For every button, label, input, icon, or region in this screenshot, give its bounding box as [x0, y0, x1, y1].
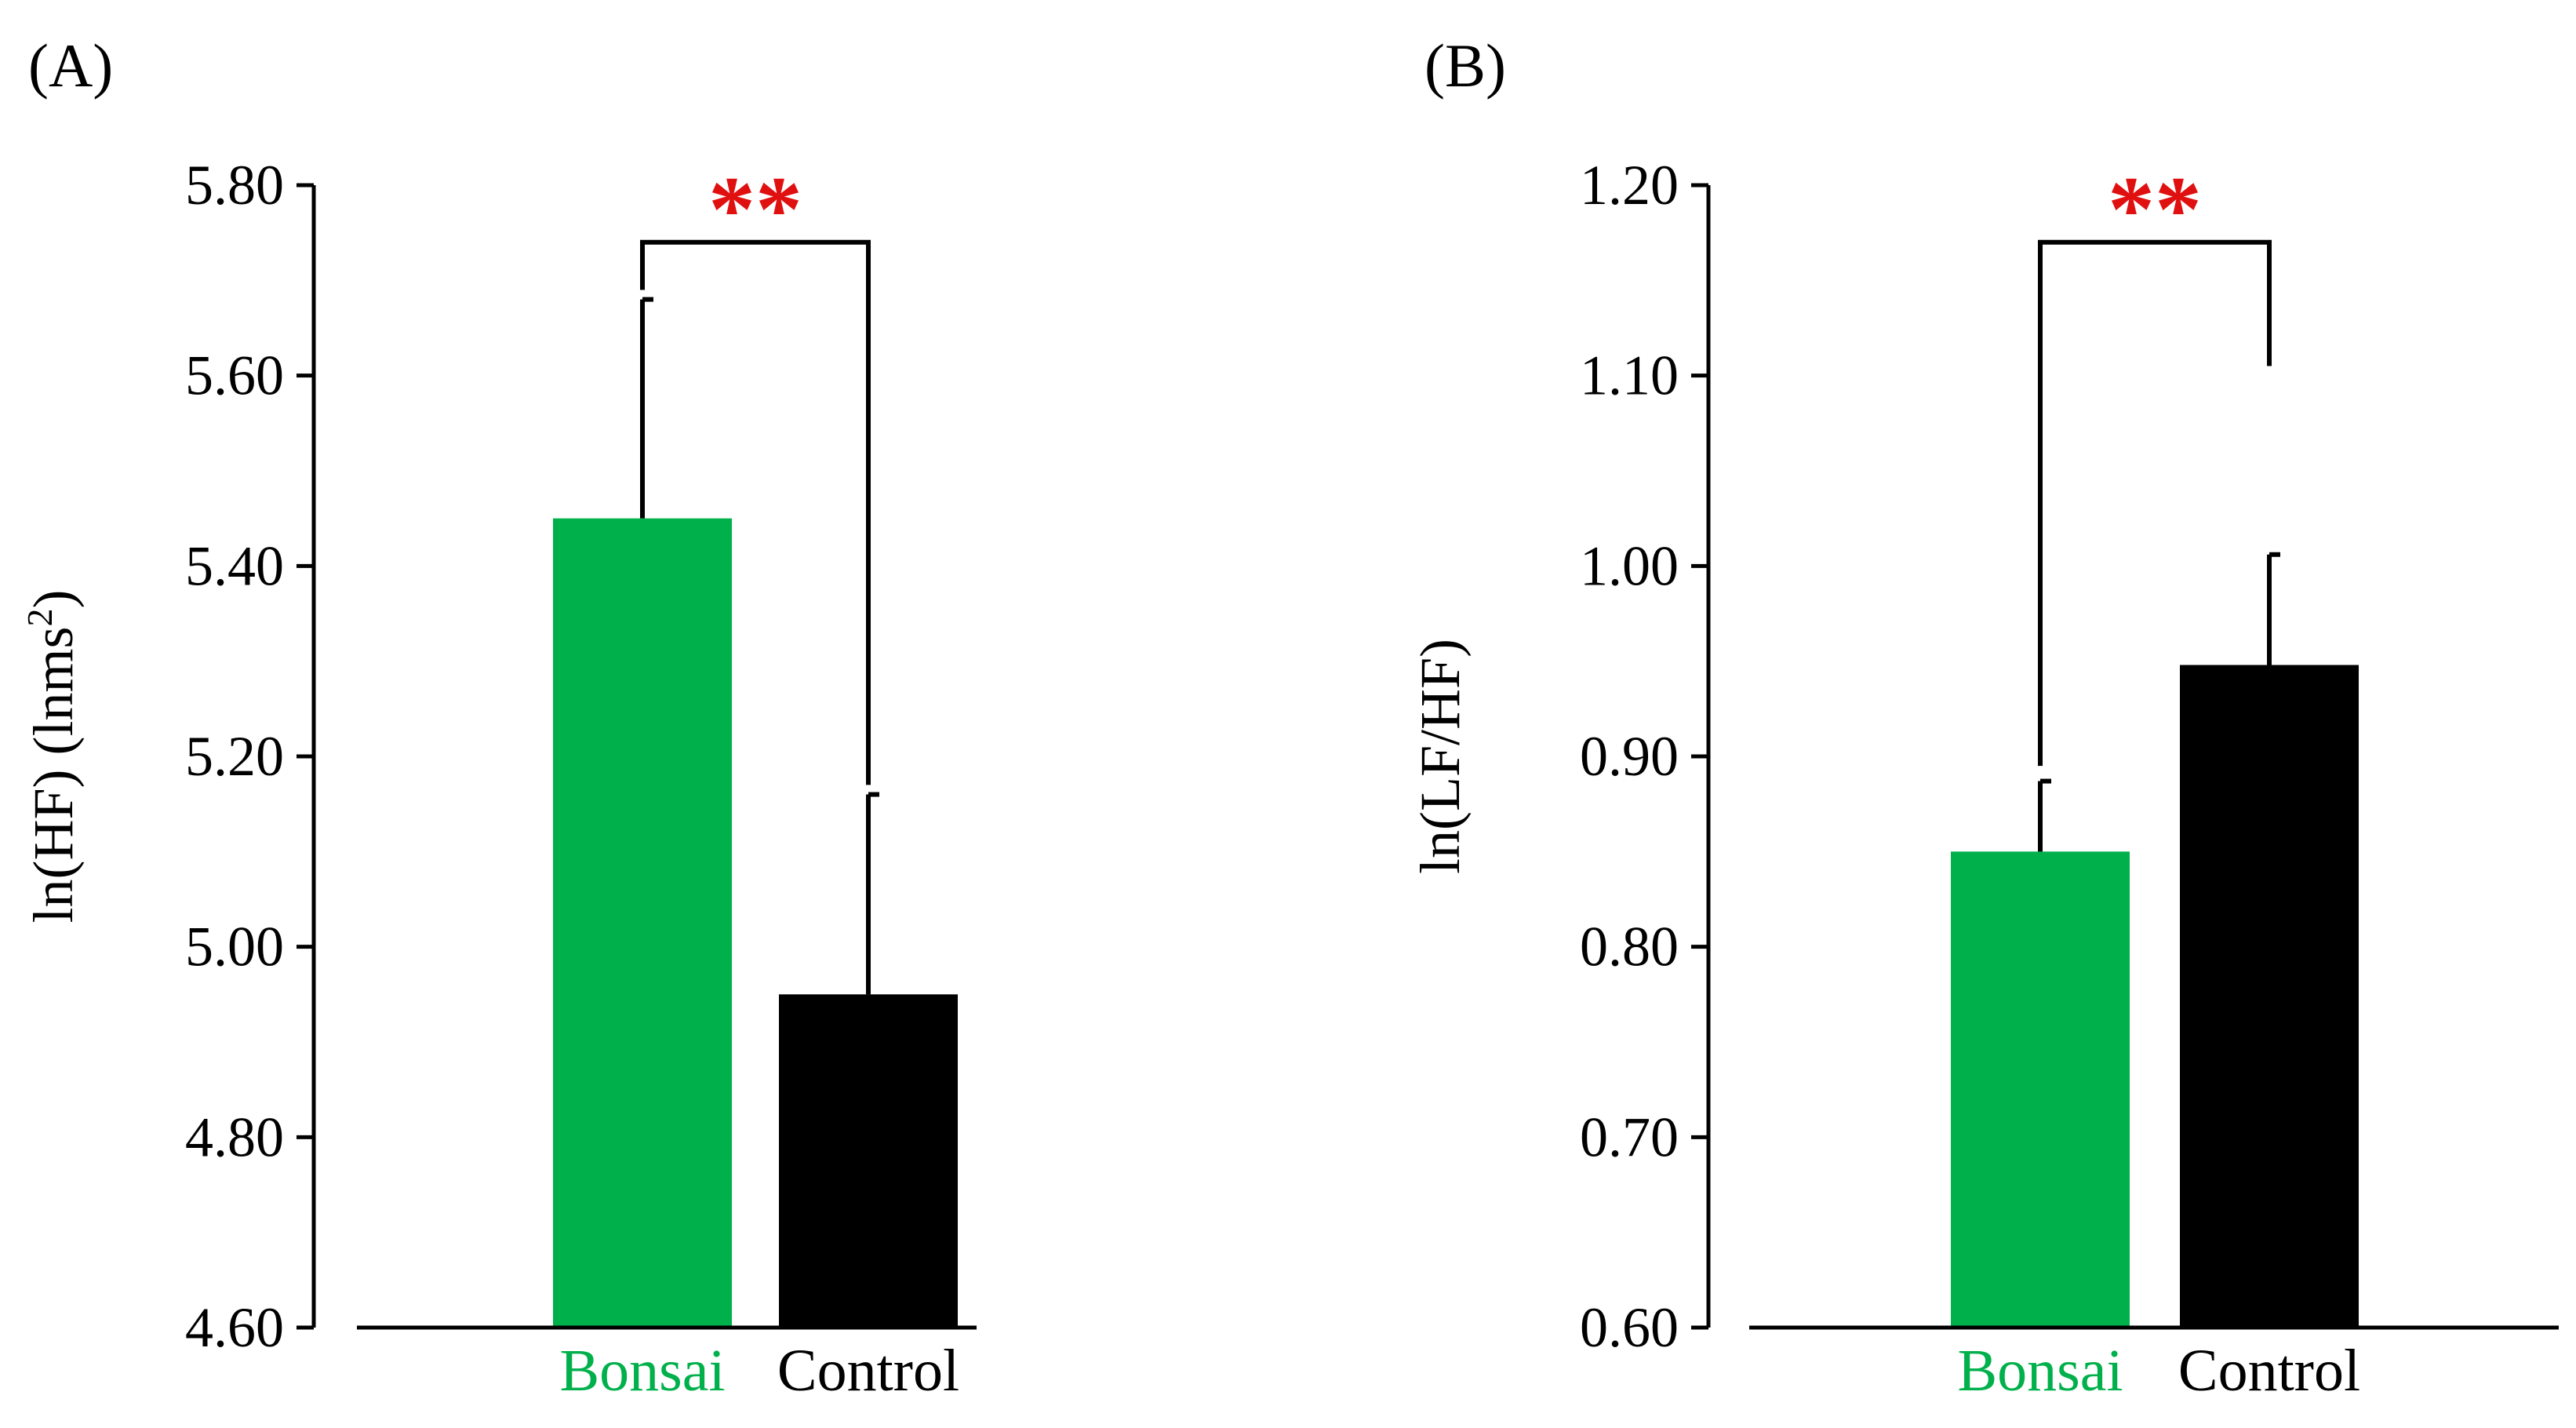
bar-bonsai	[553, 518, 732, 1328]
category-label-control: Control	[2178, 1338, 2360, 1404]
y-tick-label: 5.20	[185, 725, 284, 788]
bar-control	[779, 994, 958, 1328]
y-tick-label: 5.80	[185, 154, 284, 217]
y-tick-label: 1.20	[1580, 154, 1679, 217]
y-tick-label: 0.70	[1580, 1106, 1679, 1168]
y-tick-label: 5.00	[185, 916, 284, 978]
bar-bonsai	[1951, 851, 2130, 1328]
y-tick-label: 4.80	[185, 1106, 284, 1168]
bar-control	[2180, 665, 2359, 1328]
y-tick-label: 4.60	[185, 1296, 284, 1359]
panel-label: (A)	[28, 31, 113, 100]
category-label-bonsai: Bonsai	[1957, 1338, 2123, 1404]
y-tick-label: 0.80	[1580, 916, 1679, 978]
category-label-control: Control	[777, 1338, 959, 1404]
y-axis-label: ln(LF/HF)	[1409, 639, 1472, 874]
category-label-bonsai: Bonsai	[559, 1338, 725, 1404]
panel-a: (A) 4.60 4.80 5.00 5.20 5.40 5.60 5.80 ln(HF) (l…	[20, 31, 977, 1404]
significance-bracket	[640, 239, 871, 785]
significance-marker: **	[2108, 157, 2202, 261]
y-tick-label: 1.10	[1580, 344, 1679, 407]
y-axis-label: ln(HF) (lnms2)	[20, 590, 85, 923]
y-tick-label: 0.60	[1580, 1296, 1679, 1359]
panel-b: (B) 0.60 0.70 0.80 0.90 1.00 1.10 1.20 ln(LF/HF)…	[1409, 31, 2559, 1404]
panel-label: (B)	[1424, 31, 1506, 100]
significance-bracket	[2038, 239, 2272, 767]
y-tick-label: 1.00	[1580, 534, 1679, 597]
significance-marker: **	[708, 157, 802, 261]
y-tick-label: 5.40	[185, 534, 284, 597]
y-tick-label: 5.60	[185, 344, 284, 407]
y-tick-label: 0.90	[1580, 725, 1679, 788]
